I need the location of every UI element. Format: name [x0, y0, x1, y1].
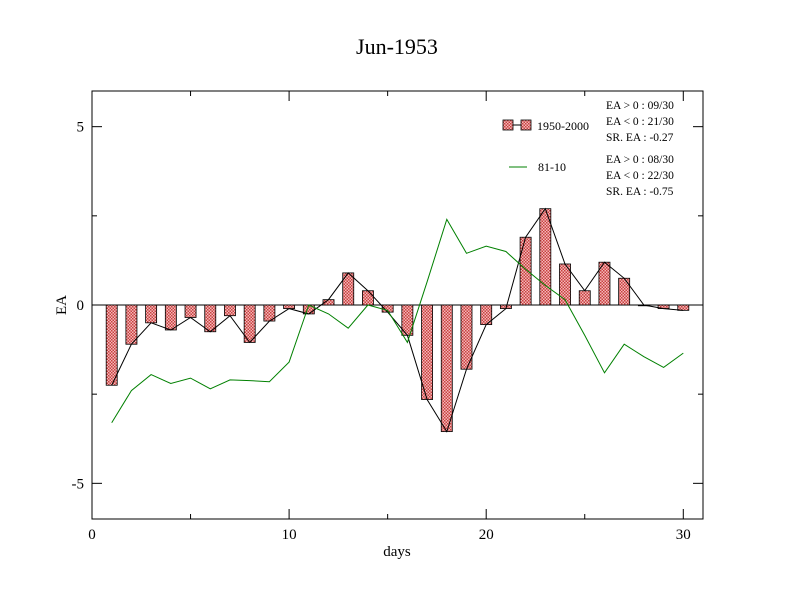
bar-day-25 [578, 290, 591, 306]
y-axis-label: EA [54, 295, 70, 315]
stat-2-ea-negative: EA < 0 : 22/30 [606, 170, 674, 182]
x-axis-label: days [383, 544, 411, 560]
stat-1-ea-positive: EA > 0 : 09/30 [606, 100, 674, 112]
chart-title: Jun-1953 [356, 34, 438, 59]
x-tick-label: 0 [88, 527, 96, 543]
x-tick-label: 20 [479, 527, 494, 543]
legend-swatch-bar-2 [520, 119, 532, 131]
y-tick-label: -5 [72, 476, 85, 492]
bar-day-5 [184, 304, 197, 318]
bar-day-18 [440, 304, 453, 433]
axis-ticks: 0 10 20 30 -5 0 5 [72, 91, 703, 543]
stat-2-ea-positive: EA > 0 : 08/30 [606, 154, 674, 166]
bar-series [105, 208, 690, 433]
y-tick-label: 5 [77, 120, 85, 136]
legend-label-81-10: 81-10 [538, 160, 566, 174]
legend-swatch-bar-1 [502, 119, 514, 131]
bar-day-14 [362, 290, 374, 306]
bar-day-24 [559, 263, 571, 306]
bar-day-22 [519, 236, 532, 306]
bar-day-3 [145, 304, 158, 324]
line-series-81-10 [111, 218, 684, 423]
legend-label-1950-2000: 1950-2000 [537, 119, 589, 133]
bar-day-6 [204, 304, 217, 333]
bar-day-23 [539, 208, 552, 306]
bar-day-10 [283, 304, 296, 309]
y-tick-label: 0 [77, 298, 85, 314]
line-series-1950-2000 [111, 207, 684, 433]
bar-day-1 [105, 304, 118, 386]
x-tick-label: 30 [676, 527, 691, 543]
bar-day-27 [618, 277, 631, 306]
stat-1-sr-ea: SR. EA : -0.27 [606, 132, 674, 144]
x-tick-label: 10 [282, 527, 297, 543]
legend: 1950-2000 81-10 EA > 0 : 09/30 EA < 0 : … [502, 100, 674, 198]
bar-day-7 [224, 304, 236, 317]
stat-1-ea-negative: EA < 0 : 21/30 [606, 116, 674, 128]
stat-2-sr-ea: SR. EA : -0.75 [606, 186, 674, 198]
bar-day-2 [125, 304, 138, 345]
bar-day-4 [164, 304, 177, 331]
